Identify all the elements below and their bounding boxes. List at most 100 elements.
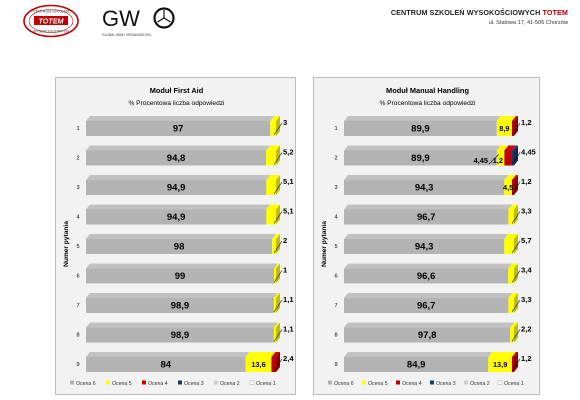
data-label: 13,9: [493, 360, 507, 369]
y-tick-label: 9: [76, 362, 79, 368]
legend-label: Ocena 4: [148, 381, 168, 387]
bar-segment: [510, 327, 514, 343]
company-name-prefix: CENTRUM SZKOLEŃ WYSOKOŚCIOWYCH: [390, 8, 543, 17]
leader-line: [273, 122, 283, 136]
bar-segment: [86, 121, 271, 136]
leader-line: [273, 299, 283, 313]
bar-segment-top: [266, 145, 280, 151]
bar-segment-top: [273, 322, 280, 328]
bar-group-1: [344, 116, 518, 136]
bar-segment: [508, 209, 514, 225]
y-tick-label: 7: [76, 303, 79, 309]
company-name: CENTRUM SZKOLEŃ WYSOKOŚCIOWYCH TOTEM: [391, 8, 568, 17]
data-label: 1: [283, 266, 288, 275]
bar-segment: [488, 357, 512, 372]
bar-group-9: [86, 352, 280, 372]
data-label: 84,9: [407, 360, 426, 371]
legend-swatch: [70, 380, 74, 385]
legend-swatch: [178, 380, 182, 385]
bar-segment: [266, 180, 276, 195]
bar-group-3: [344, 175, 518, 195]
data-label: 94,9: [167, 212, 186, 223]
bar-group-6: [86, 263, 280, 284]
bar-segment-top: [508, 263, 518, 269]
data-label: 94,9: [167, 183, 186, 194]
bar-segment: [266, 150, 276, 166]
company-info: CENTRUM SZKOLEŃ WYSOKOŚCIOWYCH TOTEM ul.…: [391, 8, 568, 26]
legend-swatch: [142, 380, 146, 385]
bar-segment: [86, 268, 275, 284]
bar-segment-top: [511, 175, 518, 180]
leader-line: [511, 329, 521, 342]
data-label: 1,1: [283, 325, 294, 334]
y-tick-label: 4: [334, 215, 337, 221]
svg-text:TOTEM: TOTEM: [38, 16, 64, 25]
legend-swatch: [464, 380, 468, 385]
bar-group-7: [344, 293, 518, 313]
bar-segment-top: [344, 293, 513, 298]
legend-label: Ocena 3: [184, 381, 204, 387]
bar-segment: [511, 121, 514, 136]
svg-text:GLOBAL WIND ORGANISATION: GLOBAL WIND ORGANISATION: [102, 33, 151, 37]
bar-segment-top: [266, 175, 280, 180]
bar-segment: [508, 268, 514, 284]
gwo-logo: GW GLOBAL WIND ORGANISATION: [102, 4, 182, 40]
bar-segment: [508, 298, 514, 313]
bar-segment-top: [496, 145, 509, 151]
data-label: 98,9: [171, 330, 190, 341]
bar-group-2: [86, 145, 280, 166]
chart-subtitle: % Procentowa liczba odpowiedzi: [128, 100, 225, 107]
data-label: 96,6: [417, 271, 436, 282]
bar-segment: [273, 298, 276, 313]
y-tick-label: 6: [76, 274, 79, 280]
bar-segment-top: [344, 116, 501, 121]
data-label: 5,7: [521, 236, 532, 245]
bar-segment: [344, 150, 497, 166]
bar-segment: [272, 239, 276, 254]
bar-segment-top: [508, 293, 518, 298]
leader-line: [511, 211, 521, 224]
bar-segment: [496, 150, 505, 166]
y-tick-label: 3: [76, 185, 79, 191]
bar-segment: [86, 327, 274, 343]
bar-segment: [86, 239, 273, 254]
y-tick-label: 7: [334, 303, 337, 309]
svg-text:WYSOKOŚCIOWYCH: WYSOKOŚCIOWYCH: [33, 29, 69, 34]
data-label: 4,45: [521, 148, 537, 157]
bar-segment: [344, 121, 497, 136]
bar-group-5: [86, 234, 280, 254]
data-label: 94,3: [415, 183, 434, 194]
bar-segment: [273, 327, 276, 343]
y-tick-label: 5: [334, 244, 337, 250]
data-label: 5,1: [283, 177, 294, 186]
bar-segment-top: [511, 145, 518, 151]
data-label: 99: [175, 271, 186, 282]
bar-segment: [270, 121, 276, 136]
bar-group-4: [86, 204, 280, 225]
data-label: 1,1: [283, 295, 294, 304]
legend-swatch: [249, 380, 255, 385]
leader-line: [511, 152, 521, 165]
chart-manual-handling: Moduł Manual Handling % Procentowa liczba…: [313, 77, 540, 395]
legend-label: Ocena 2: [470, 381, 490, 387]
y-tick-label: 4: [76, 215, 79, 221]
bar-segment-top: [86, 175, 271, 180]
bar-segment: [344, 239, 505, 254]
data-label: 89,9: [411, 153, 430, 164]
leader-line: [273, 358, 283, 372]
y-tick-label: 5: [76, 244, 79, 250]
y-tick-label: 1: [334, 126, 337, 132]
bar-group-6: [344, 263, 518, 284]
legend-label: Ocena 6: [76, 381, 96, 387]
bar-segment: [511, 180, 514, 195]
bar-segment-top: [344, 352, 493, 357]
bar-segment: [504, 239, 514, 254]
data-label: 97: [173, 124, 184, 135]
data-label: 89,9: [411, 124, 430, 135]
bar-segment-top: [86, 263, 279, 269]
data-label: 1,2: [493, 156, 503, 165]
data-label: 3,3: [521, 207, 532, 216]
legend-swatch: [362, 380, 366, 385]
svg-text:CENTRUM SZKOLEŃ: CENTRUM SZKOLEŃ: [33, 10, 69, 14]
bar-group-4: [344, 204, 518, 225]
